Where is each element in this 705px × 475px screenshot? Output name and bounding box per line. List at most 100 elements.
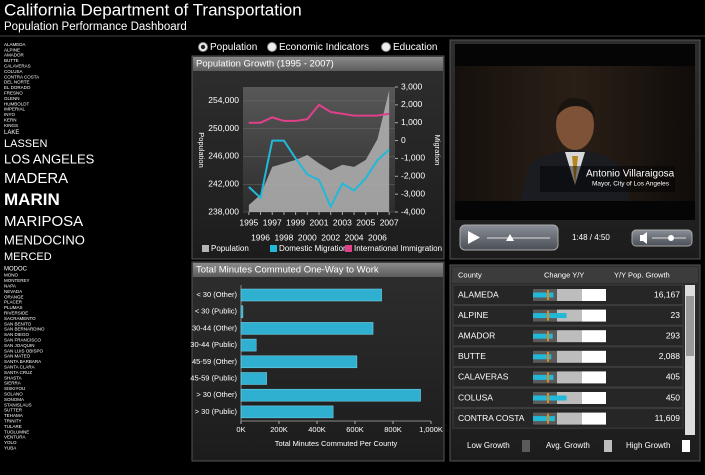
legend-label: Avg. Growth (546, 441, 590, 450)
play-button[interactable] (468, 231, 480, 244)
band-high (582, 289, 606, 301)
county-item[interactable]: MERCED (4, 251, 52, 263)
radio-label[interactable]: Population (210, 42, 257, 53)
county-item[interactable]: TUOLUMNE (4, 429, 29, 434)
x-tick-label: 2006 (368, 232, 387, 242)
county-item[interactable]: TEHAMA (4, 413, 23, 418)
county-item[interactable]: NEVADA (4, 289, 22, 294)
county-item[interactable]: MENDOCINO (4, 233, 85, 248)
county-item[interactable]: CONTRA COSTA (4, 74, 39, 79)
radio-label[interactable]: Economic Indicators (279, 42, 369, 53)
category-label: < 30 (Other) (196, 290, 237, 299)
volume-thumb[interactable] (668, 235, 674, 241)
county-item[interactable]: SANTA CLARA (4, 365, 35, 370)
county-item[interactable]: SAN FRANCISCO (4, 338, 42, 343)
county-item[interactable]: FRESNO (4, 90, 23, 95)
pop-growth: 23 (671, 310, 681, 320)
series-line (248, 139, 390, 209)
county-item[interactable]: RIVERSIDE (4, 311, 28, 316)
y2-tick-label: -3,000 (401, 188, 425, 198)
county-item[interactable]: IMPERIAL (4, 107, 26, 112)
bar (240, 388, 421, 402)
county-item[interactable]: SAN LUIS OBISPO (4, 348, 44, 353)
county-item[interactable]: MARIN (4, 190, 60, 209)
county-item[interactable]: YOLO (4, 440, 17, 445)
scrollbar[interactable] (685, 285, 695, 435)
column-header: County (458, 270, 482, 279)
county-item[interactable]: LAKE (4, 130, 19, 136)
county-item[interactable]: SIERRA (4, 381, 21, 386)
change-bar (533, 374, 554, 380)
radio-button[interactable] (267, 42, 277, 52)
app-title: California Department of Transportation (4, 0, 302, 19)
county-item[interactable]: ALPINE (4, 47, 20, 52)
population-area (248, 90, 390, 212)
county-item[interactable]: MADERA (4, 170, 68, 187)
county-item[interactable]: MARIPOSA (4, 213, 83, 230)
county-item[interactable]: SACRAMENTO (4, 316, 36, 321)
county-item[interactable]: SANTA CRUZ (4, 370, 32, 375)
county-item[interactable]: LOS ANGELES (4, 152, 95, 167)
county-item[interactable]: SANTA BARBARA (4, 359, 41, 364)
y2-axis-title: Migration (433, 135, 442, 166)
county-name: CONTRA COSTA (458, 413, 525, 423)
county-item[interactable]: INYO (4, 112, 16, 117)
volume-icon[interactable] (640, 232, 647, 244)
pop-growth: 450 (666, 392, 680, 402)
county-item[interactable]: SAN JOAQUIN (4, 343, 35, 348)
county-item[interactable]: MONTEREY (4, 278, 30, 283)
county-item[interactable]: YUBA (4, 446, 16, 451)
county-item[interactable]: SAN DIEGO (4, 332, 30, 337)
county-item[interactable]: ALAMEDA (4, 42, 26, 47)
county-item[interactable]: AMADOR (4, 53, 25, 58)
video-caption-bg (540, 166, 675, 192)
view-radios: Population Economic Indicators Education (198, 42, 437, 53)
county-item[interactable]: SAN BENITO (4, 321, 32, 326)
county-item[interactable]: KINGS (4, 123, 18, 128)
scrollbar-thumb[interactable] (686, 296, 694, 356)
band-high (582, 392, 606, 404)
seek-thumb[interactable] (506, 234, 514, 241)
x-tick-label: 600K (346, 425, 364, 434)
column-header: Y/Y Pop. Growth (614, 270, 670, 279)
video-person-head (556, 100, 594, 150)
radio-label[interactable]: Education (393, 42, 437, 53)
county-item[interactable]: PLUMAS (4, 305, 23, 310)
county-item[interactable]: STANISLAUS (4, 402, 32, 407)
county-name: COLUSA (458, 392, 493, 402)
legend-label: Population (211, 244, 249, 253)
county-item[interactable]: EL DORADO (4, 85, 31, 90)
bar (240, 288, 382, 302)
county-item[interactable]: MODOC (4, 266, 28, 272)
county-item[interactable]: ORANGE (4, 294, 24, 299)
county-item[interactable]: CALAVERAS (4, 63, 31, 68)
county-item[interactable]: SONOMA (4, 397, 24, 402)
county-item[interactable]: LASSEN (4, 138, 47, 150)
county-item[interactable]: SAN BERNARDINO (4, 327, 45, 332)
legend-label: Low Growth (467, 441, 510, 450)
pop-growth: 293 (666, 330, 680, 340)
county-item[interactable]: SOLANO (4, 392, 23, 397)
county-item[interactable]: NAPA (4, 284, 16, 289)
county-item[interactable]: BUTTE (4, 58, 19, 63)
radio-button[interactable] (381, 42, 391, 52)
y2-tick-label: -1,000 (401, 153, 425, 163)
county-item[interactable]: SAN MATEO (4, 354, 31, 359)
column-header: Change Y/Y (544, 270, 584, 279)
county-item[interactable]: TULARE (4, 424, 22, 429)
county-item[interactable]: VENTURA (4, 435, 26, 440)
change-marker (547, 372, 549, 383)
county-item[interactable]: TRINITY (4, 419, 22, 424)
county-item[interactable]: KERN (4, 117, 17, 122)
county-item[interactable]: GLENN (4, 96, 20, 101)
county-item[interactable]: SISKIYOU (4, 386, 25, 391)
county-item[interactable]: SUTTER (4, 408, 23, 413)
county-item[interactable]: HUMBOLDT (4, 101, 30, 106)
county-item[interactable]: SHASTA (4, 375, 22, 380)
county-item[interactable]: COLUSA (4, 69, 23, 74)
county-item[interactable]: DEL NORTE (4, 80, 30, 85)
y2-tick-label: 0 (401, 135, 406, 145)
county-item[interactable]: MONO (4, 273, 18, 278)
county-item[interactable]: PLACER (4, 300, 23, 305)
